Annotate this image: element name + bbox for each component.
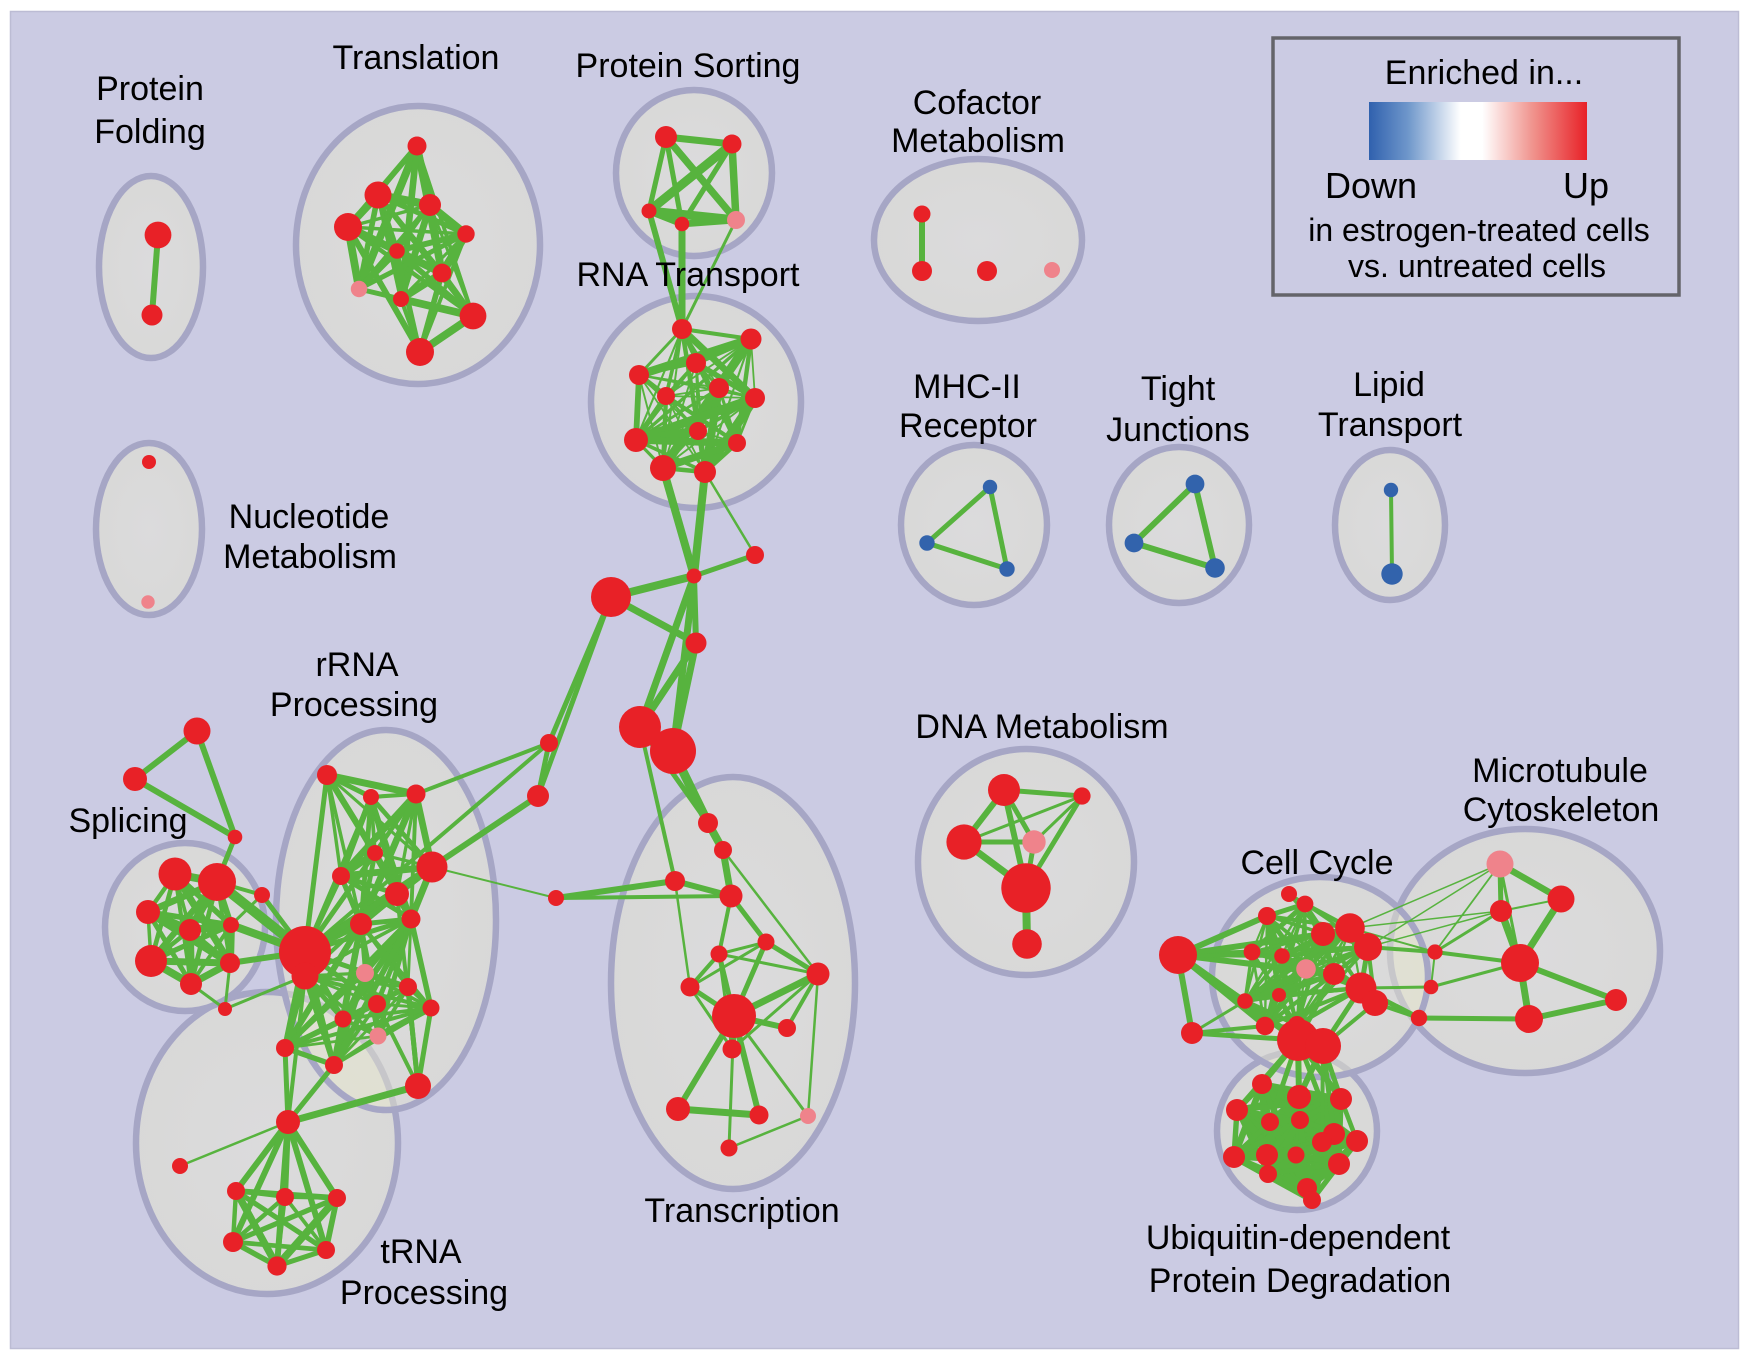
svg-text:Transcription: Transcription: [644, 1192, 839, 1230]
svg-text:Protein Sorting: Protein Sorting: [576, 47, 801, 85]
svg-text:Tight: Tight: [1141, 370, 1216, 408]
svg-text:Lipid: Lipid: [1353, 366, 1425, 404]
svg-text:Cell Cycle: Cell Cycle: [1240, 844, 1393, 882]
svg-text:Translation: Translation: [333, 39, 500, 77]
svg-text:RNA Transport: RNA Transport: [577, 256, 801, 294]
svg-text:Metabolism: Metabolism: [223, 538, 397, 576]
svg-text:Cofactor: Cofactor: [913, 84, 1042, 122]
svg-text:Enriched in...: Enriched in...: [1385, 54, 1583, 92]
svg-text:Nucleotide: Nucleotide: [229, 498, 390, 536]
svg-text:DNA Metabolism: DNA Metabolism: [915, 708, 1168, 746]
svg-text:in estrogen-treated cells: in estrogen-treated cells: [1308, 212, 1650, 248]
svg-text:Folding: Folding: [94, 113, 206, 151]
svg-text:Microtubule: Microtubule: [1472, 752, 1648, 790]
svg-text:Receptor: Receptor: [899, 407, 1037, 445]
svg-text:Ubiquitin-dependent: Ubiquitin-dependent: [1146, 1219, 1451, 1257]
svg-text:Protein: Protein: [96, 70, 204, 108]
svg-text:Cytoskeleton: Cytoskeleton: [1463, 791, 1660, 829]
svg-text:Splicing: Splicing: [68, 802, 187, 840]
svg-text:Metabolism: Metabolism: [891, 122, 1065, 160]
svg-text:Protein Degradation: Protein Degradation: [1149, 1262, 1451, 1300]
svg-text:vs. untreated cells: vs. untreated cells: [1348, 248, 1606, 284]
svg-text:Down: Down: [1325, 165, 1417, 206]
svg-text:tRNA: tRNA: [380, 1233, 462, 1271]
svg-text:MHC-II: MHC-II: [913, 368, 1021, 406]
svg-text:rRNA: rRNA: [315, 646, 398, 684]
svg-text:Processing: Processing: [270, 686, 438, 724]
svg-text:Up: Up: [1563, 165, 1609, 206]
svg-text:Transport: Transport: [1318, 406, 1463, 444]
svg-text:Junctions: Junctions: [1106, 411, 1250, 449]
svg-text:Processing: Processing: [340, 1274, 508, 1312]
